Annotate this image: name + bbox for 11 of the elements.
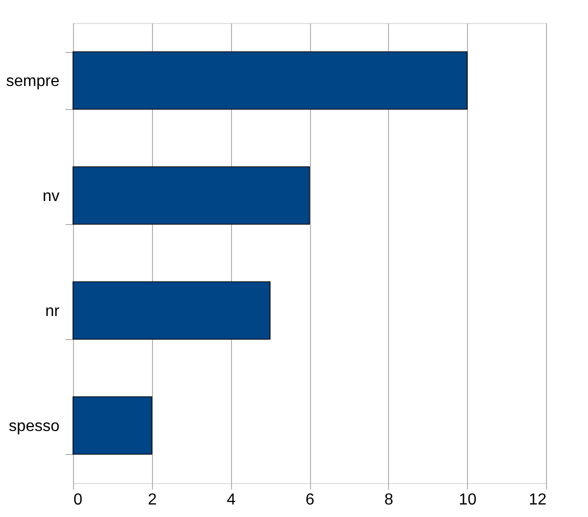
x-tick-label: 6 xyxy=(306,492,315,508)
y-tick-label: nr xyxy=(45,303,60,320)
x-tick-label: 2 xyxy=(148,492,157,508)
x-tick-label: 12 xyxy=(528,492,547,508)
y-tick-label: spesso xyxy=(8,418,60,435)
y-tick-label: sempre xyxy=(6,73,60,90)
x-tick-label: 4 xyxy=(226,492,236,508)
x-tick-label: 8 xyxy=(384,492,394,508)
x-tick-label: 10 xyxy=(458,492,477,508)
x-tick-label: 0 xyxy=(74,492,82,508)
y-tick-label: nv xyxy=(42,188,60,205)
